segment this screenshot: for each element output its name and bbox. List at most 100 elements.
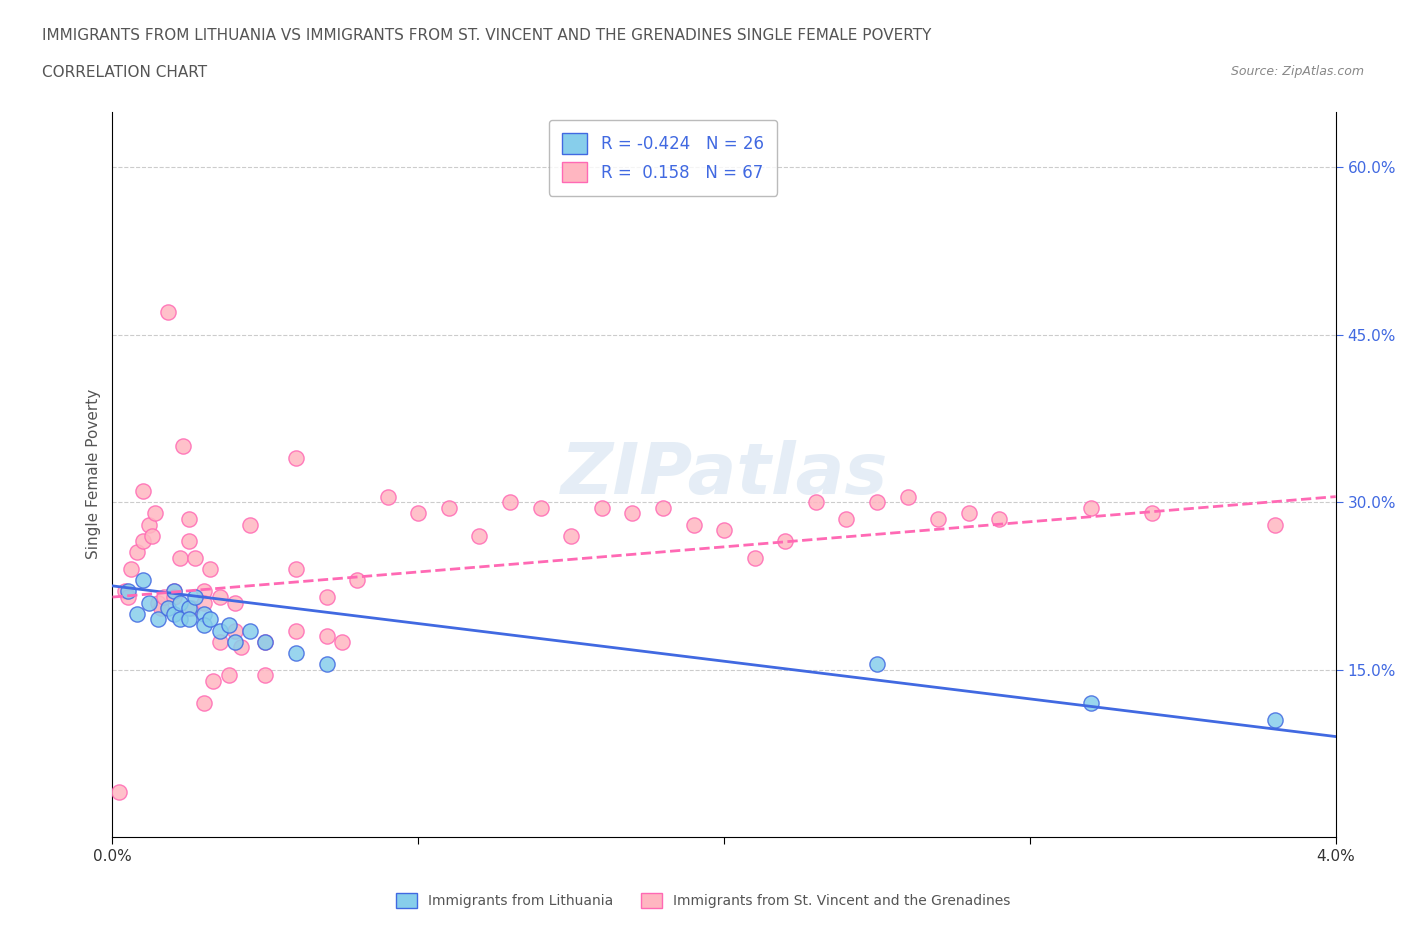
Point [177,612,200,627]
Point [315,590,337,604]
Point [153,590,176,604]
Point [377,489,399,504]
Point [346,573,368,588]
Point [284,450,308,465]
Point [652,500,675,515]
Point [804,495,827,510]
Point [529,500,551,515]
Point [156,601,179,616]
Point [163,606,186,621]
Point [177,601,200,616]
Point [224,595,246,610]
Point [866,495,889,510]
Point [138,595,160,610]
Point [744,551,766,565]
Point [468,528,491,543]
Legend: R = -0.424   N = 26, R =  0.158   N = 67: R = -0.424 N = 26, R = 0.158 N = 67 [548,120,778,195]
Point [125,545,148,560]
Point [254,634,277,649]
Point [156,305,179,320]
Point [107,785,129,800]
Text: Source: ZipAtlas.com: Source: ZipAtlas.com [1230,65,1364,78]
Point [224,634,246,649]
Point [218,668,240,683]
Point [132,484,155,498]
Point [591,500,613,515]
Point [988,512,1011,526]
Point [117,584,139,599]
Legend: Immigrants from Lithuania, Immigrants from St. Vincent and the Grenadines: Immigrants from Lithuania, Immigrants fr… [391,888,1015,914]
Point [141,528,163,543]
Point [866,657,889,671]
Point [218,618,240,632]
Point [713,523,735,538]
Point [1142,506,1164,521]
Point [163,584,186,599]
Point [254,668,277,683]
Point [835,512,858,526]
Point [1080,696,1102,711]
Point [169,612,191,627]
Point [499,495,522,510]
Point [284,623,308,638]
Point [193,606,215,621]
Point [957,506,980,521]
Y-axis label: Single Female Poverty: Single Female Poverty [86,389,101,560]
Point [560,528,582,543]
Point [284,562,308,577]
Point [184,551,207,565]
Point [193,618,215,632]
Point [114,584,136,599]
Point [148,612,170,627]
Point [330,634,353,649]
Point [927,512,949,526]
Point [208,590,231,604]
Point [117,590,139,604]
Point [229,640,252,655]
Point [239,623,262,638]
Point [193,696,215,711]
Point [1264,517,1286,532]
Point [177,534,200,549]
Point [181,601,204,616]
Point [408,506,430,521]
Point [169,551,191,565]
Point [239,517,262,532]
Point [315,657,337,671]
Point [897,489,920,504]
Point [202,673,225,688]
Point [193,595,215,610]
Point [284,645,308,660]
Text: CORRELATION CHART: CORRELATION CHART [42,65,207,80]
Point [208,634,231,649]
Point [177,512,200,526]
Point [172,439,194,454]
Point [1264,712,1286,727]
Point [437,500,460,515]
Point [132,573,155,588]
Point [208,623,231,638]
Point [148,595,170,610]
Point [138,517,160,532]
Point [682,517,704,532]
Point [224,623,246,638]
Text: IMMIGRANTS FROM LITHUANIA VS IMMIGRANTS FROM ST. VINCENT AND THE GRENADINES SING: IMMIGRANTS FROM LITHUANIA VS IMMIGRANTS … [42,28,932,43]
Point [200,612,222,627]
Point [1080,500,1102,515]
Point [315,629,337,644]
Point [132,534,155,549]
Point [193,584,215,599]
Point [254,634,277,649]
Point [773,534,796,549]
Point [125,606,148,621]
Point [143,506,166,521]
Point [621,506,644,521]
Point [150,601,173,616]
Point [163,584,186,599]
Point [120,562,142,577]
Point [163,590,186,604]
Point [200,562,222,577]
Point [184,590,207,604]
Point [169,595,191,610]
Text: ZIPatlas: ZIPatlas [561,440,887,509]
